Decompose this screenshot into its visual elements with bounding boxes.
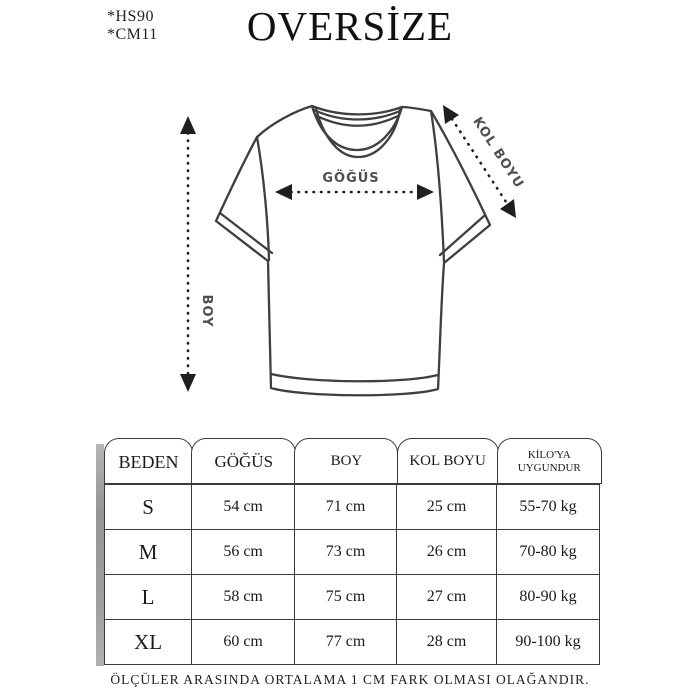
page-title: OVERSİZE [246,3,454,49]
cell-m-length: 73 cm [295,529,398,574]
size-table-header-row: BEDEN GÖĞÜS BOY KOL BOYU KİLO'YA UYGUNDU… [104,438,602,484]
cell-s-chest: 54 cm [192,484,296,529]
cell-l-chest: 58 cm [192,574,296,619]
cell-size-s: S [105,484,193,529]
cell-m-weight: 70-80 kg [497,529,600,574]
armhole-seam-right [429,109,446,264]
cell-xl-length: 77 cm [295,619,398,664]
collar-back-line-1 [312,108,402,121]
cell-l-length: 75 cm [295,574,398,619]
collar-back-line-2 [315,114,400,127]
cuff-band-left [218,211,274,255]
product-code-1: *HS90 [107,8,154,25]
hem-line [269,372,440,383]
tolerance-footnote: ÖLÇÜLER ARASINDA ORTALAMA 1 CM FARK OLMA… [110,672,590,687]
cell-m-chest: 56 cm [192,529,296,574]
length-arrowhead-down [180,374,196,392]
size-table-body: S 54 cm 71 cm 25 cm 55-70 kg M 56 cm 73 … [104,484,600,665]
chest-measure-label: GÖĞÜS [322,170,379,186]
collar-front-inner [314,107,402,159]
cell-s-length: 71 cm [295,484,398,529]
header-kol-boyu: KOL BOYU [396,438,499,484]
cell-s-weight: 55-70 kg [497,484,600,529]
cell-m-sleeve: 26 cm [397,529,498,574]
sleeve-arrowhead-up [443,105,459,124]
armhole-seam-left [255,135,271,262]
cell-size-m: M [105,529,193,574]
header-gogus: GÖĞÜS [191,438,297,484]
sleeve-arrowhead-down [500,199,516,218]
cuff-band-right [438,214,486,257]
scan-shadow-strip [96,444,104,666]
cell-size-l: L [105,574,193,619]
sleeve-measure-label: KOL BOYU [469,115,526,192]
size-table: BEDEN GÖĞÜS BOY KOL BOYU KİLO'YA UYGUNDU… [104,438,602,665]
chest-arrowhead-left [275,184,292,200]
cell-l-weight: 80-90 kg [497,574,600,619]
cell-s-sleeve: 25 cm [397,484,498,529]
chest-arrowhead-right [417,184,434,200]
header-kilo: KİLO'YA UYGUNDUR [496,438,602,484]
product-codes: *HS90 *CM11 [107,8,158,44]
cell-xl-chest: 60 cm [192,619,296,664]
tshirt-outline [214,104,492,397]
cell-l-sleeve: 27 cm [397,574,498,619]
cell-size-xl: XL [105,619,193,664]
cell-xl-sleeve: 28 cm [397,619,498,664]
tshirt-measurement-diagram: GÖĞÜS KOL BOYU BOY [180,104,527,397]
sleeve-arrow-line [450,117,510,207]
length-arrowhead-up [180,116,196,134]
length-measure-label: BOY [199,295,214,328]
product-code-2: *CM11 [107,26,158,43]
header-boy: BOY [294,438,399,484]
cell-xl-weight: 90-100 kg [497,619,600,664]
header-beden: BEDEN [104,438,194,484]
